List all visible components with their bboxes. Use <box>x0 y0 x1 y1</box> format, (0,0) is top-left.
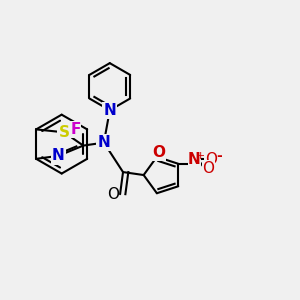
Text: O: O <box>152 145 165 160</box>
Text: N: N <box>188 152 201 167</box>
Text: N: N <box>103 103 116 118</box>
Text: N: N <box>98 135 110 150</box>
Text: O: O <box>107 187 119 202</box>
Text: O: O <box>205 152 217 167</box>
Text: -: - <box>216 149 222 164</box>
Text: S: S <box>58 125 70 140</box>
Text: N: N <box>52 148 64 164</box>
Text: +: + <box>196 152 206 161</box>
Text: O: O <box>202 161 214 176</box>
Text: F: F <box>70 122 81 137</box>
